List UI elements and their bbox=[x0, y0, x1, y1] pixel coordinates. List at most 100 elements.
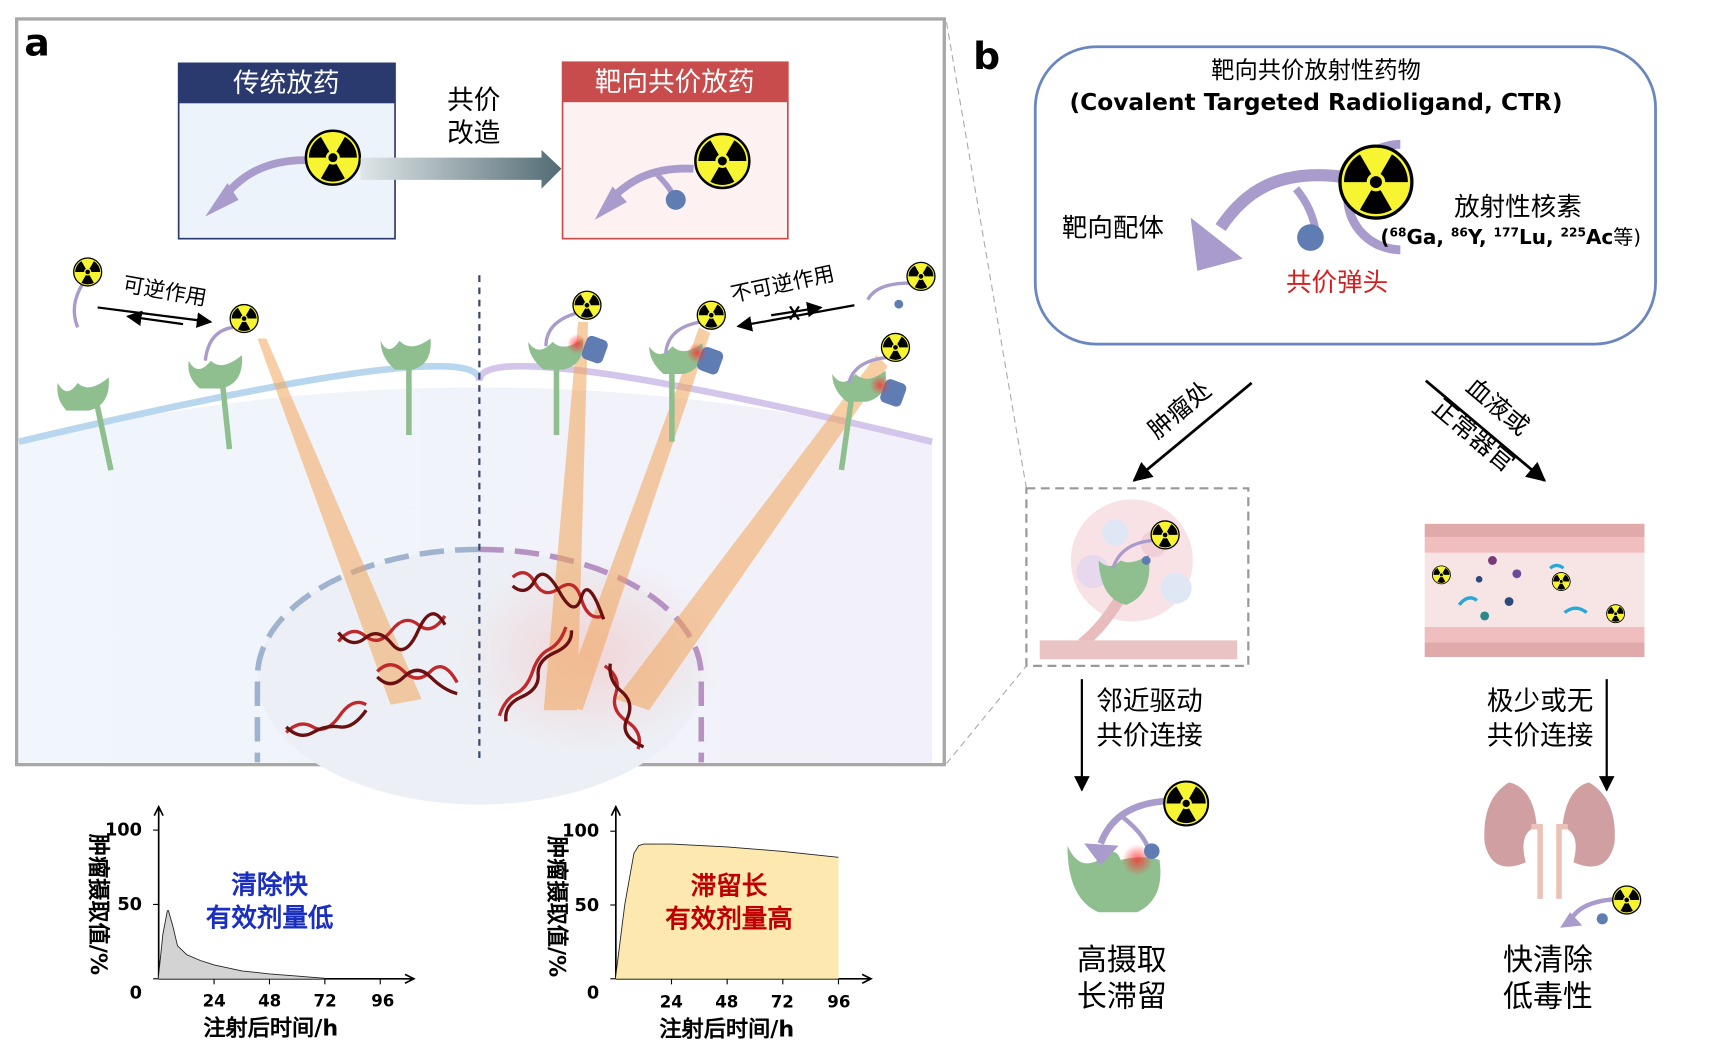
receptor bbox=[57, 377, 114, 471]
dna bbox=[511, 572, 606, 620]
series-area bbox=[158, 910, 325, 979]
covalent-bond-glow bbox=[686, 342, 707, 363]
warhead-icon bbox=[1596, 913, 1608, 925]
dna bbox=[603, 664, 642, 750]
y-axis bbox=[153, 804, 164, 979]
transform-label-line1: 共价 bbox=[447, 85, 500, 116]
chart-annotation-line2: 有效剂量高 bbox=[665, 905, 793, 935]
reversible-arrows-icon bbox=[97, 306, 213, 328]
y-axis-label: 肿瘤摄取值/% bbox=[543, 836, 570, 977]
ligand-icon bbox=[847, 355, 888, 384]
normal-outcome-line2: 低毒性 bbox=[1503, 980, 1593, 1015]
tumor-path-arrow bbox=[1132, 381, 1253, 482]
y-axis bbox=[610, 804, 622, 979]
radiation-icon bbox=[1338, 144, 1414, 220]
kidney-left bbox=[1484, 782, 1537, 867]
radiation-icon bbox=[1150, 520, 1180, 550]
y-axis-label: 肿瘤摄取值/% bbox=[85, 834, 112, 975]
radiation-icon bbox=[304, 129, 362, 186]
conventional-box-header bbox=[178, 63, 396, 104]
panel-b: b 靶向共价放射性药物 (Covalent Targeted Radioliga… bbox=[973, 34, 1657, 1015]
tumor-step-line2: 共价连接 bbox=[1096, 721, 1203, 752]
radiation-icon bbox=[880, 332, 911, 363]
ytick-label: 0 bbox=[587, 984, 599, 1004]
zoom-connector-lines bbox=[945, 22, 1027, 764]
ligand-icon bbox=[544, 311, 578, 347]
xtick-label: 72 bbox=[771, 993, 794, 1012]
warhead-icon bbox=[665, 189, 686, 210]
warhead-icon bbox=[581, 335, 608, 364]
radiation-icon bbox=[1163, 780, 1210, 827]
x-axis-label: 注射后时间/h bbox=[659, 1015, 794, 1042]
radiation-icon bbox=[696, 300, 726, 330]
dna bbox=[376, 663, 459, 684]
conventional-drug-box: 传统放药 bbox=[177, 62, 396, 240]
conventional-box-title: 传统放药 bbox=[233, 68, 340, 99]
dna bbox=[497, 626, 568, 717]
radiation-icon bbox=[1431, 565, 1451, 585]
ligand-icon bbox=[866, 281, 910, 301]
warhead-icon bbox=[1297, 224, 1324, 251]
ligand-icon bbox=[203, 325, 234, 361]
small-ligands bbox=[72, 281, 910, 384]
xtick-label: 96 bbox=[827, 993, 850, 1012]
covalent-drug-box: 靶向共价放药 bbox=[561, 61, 789, 240]
blood-vessel-image bbox=[1424, 523, 1645, 657]
cell-illustration: 可逆作用 不可逆作用 bbox=[18, 257, 936, 805]
normal-step-line1: 极少或无 bbox=[1487, 686, 1594, 717]
covalent-bond-glow bbox=[869, 375, 890, 396]
ytick-label: 50 bbox=[574, 896, 599, 916]
xtick-label: 96 bbox=[371, 992, 394, 1011]
dna bbox=[337, 614, 447, 643]
chart-conventional-uptake: 0 50 100 24 48 72 96 注射后时间/h 肿瘤摄取值/% 清除快… bbox=[85, 804, 416, 1041]
panel-b-label: b bbox=[973, 34, 1000, 78]
nucleus-envelope-right bbox=[479, 546, 705, 763]
xtick-label: 48 bbox=[715, 993, 738, 1012]
dna-strands bbox=[285, 571, 645, 750]
covalent-transform-arrow: 共价 改造 bbox=[360, 85, 562, 189]
covalent-box-header bbox=[562, 62, 788, 103]
beam bbox=[615, 355, 888, 711]
ligand-arrowhead-icon bbox=[1190, 217, 1243, 271]
radiation-icon bbox=[1551, 572, 1571, 591]
chart-annotation-line1: 清除快 bbox=[231, 870, 308, 900]
xtick-label: 24 bbox=[660, 993, 683, 1012]
receptor bbox=[1098, 554, 1150, 605]
chart-annotation-line2: 有效剂量低 bbox=[206, 904, 334, 934]
receptor bbox=[380, 338, 431, 436]
beam bbox=[257, 338, 422, 705]
dna bbox=[376, 668, 458, 696]
radiation-icon bbox=[73, 257, 103, 287]
panel-a: a 传统放药 共价 改造 靶向共价放药 bbox=[14, 17, 946, 805]
covalent-box-title: 靶向共价放药 bbox=[595, 67, 755, 98]
ytick-label: 0 bbox=[130, 984, 142, 1004]
ctr-title-cn: 靶向共价放射性药物 bbox=[1211, 57, 1421, 84]
kidney-right bbox=[1562, 782, 1615, 867]
irreversible-arrows-icon bbox=[736, 301, 855, 332]
radiation-icon bbox=[906, 261, 936, 292]
normal-path-arrow bbox=[1424, 379, 1547, 482]
dna bbox=[504, 630, 574, 722]
xtick-label: 72 bbox=[314, 992, 337, 1011]
tumor-path-label: 肿瘤处 bbox=[1142, 375, 1217, 444]
radiation-icon bbox=[1612, 885, 1642, 915]
dna bbox=[285, 709, 368, 737]
dna bbox=[337, 612, 447, 652]
nucleus-envelope-left bbox=[254, 546, 480, 763]
ctr-title-en: (Covalent Targeted Radioligand, CTR) bbox=[1069, 89, 1562, 116]
warhead-icon bbox=[1144, 843, 1160, 859]
tumor-microenvironment-image bbox=[1025, 487, 1250, 667]
kidney-illustration bbox=[1484, 782, 1642, 928]
tumor-outcome-line1: 高摄取 bbox=[1077, 943, 1167, 978]
bound-receptor-illustration bbox=[1067, 780, 1210, 913]
radiation-icon bbox=[694, 132, 751, 190]
radiation-icon bbox=[229, 303, 259, 334]
dna bbox=[608, 663, 645, 749]
ligand-label: 靶向配体 bbox=[1062, 213, 1164, 243]
ligand-icon bbox=[72, 282, 85, 329]
transform-label-line2: 改造 bbox=[447, 118, 500, 149]
cell-membrane-left bbox=[18, 362, 483, 445]
nuclide-examples: (68Ga, 86Y, 177Lu, 225Ac等) bbox=[1380, 225, 1641, 249]
x-axis-label: 注射后时间/h bbox=[203, 1014, 338, 1041]
